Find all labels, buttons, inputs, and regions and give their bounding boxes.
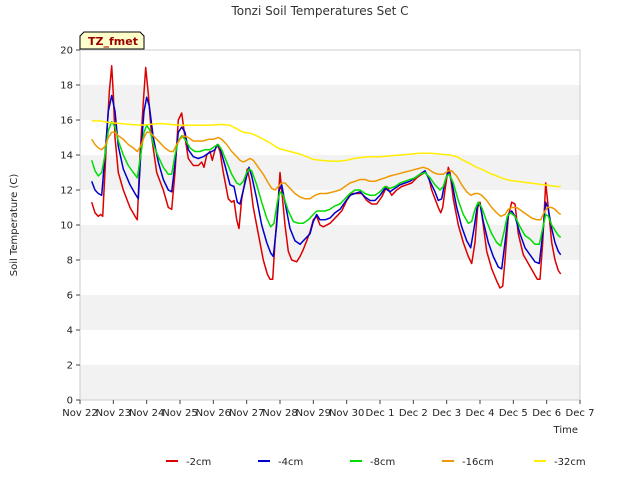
y-tick-label: 16 [60, 116, 73, 127]
x-tick-label: Nov 24 [129, 408, 164, 419]
annotation-box: TZ_fmet [79, 31, 145, 50]
x-tick-label: Dec 6 [532, 408, 561, 419]
band [80, 120, 580, 155]
x-tick-label: Nov 22 [62, 408, 97, 419]
series-line-32cm [91, 120, 561, 188]
x-tick-label: Nov 26 [196, 408, 231, 419]
legend-label: -8cm [370, 457, 395, 468]
band [80, 365, 580, 400]
series-line-16cm [91, 131, 562, 221]
x-axis-label: Time [553, 425, 578, 436]
legend-label: -32cm [554, 457, 586, 468]
series-line-4cm [90, 94, 562, 270]
y-tick-label: 20 [60, 46, 73, 57]
y-tick-label: 12 [60, 186, 73, 197]
y-tick-label: 18 [60, 81, 73, 92]
x-tick-label: Nov 25 [162, 408, 197, 419]
series-line-8cm [90, 121, 562, 247]
x-tick-label: Dec 3 [432, 408, 461, 419]
series-line-2cm [90, 65, 562, 289]
x-tick-label: Dec 5 [499, 408, 528, 419]
y-axis-label: Soil Temperature (C) [9, 174, 20, 277]
x-tick-label: Dec 4 [466, 408, 495, 419]
band [80, 295, 580, 330]
background-bands [80, 50, 580, 400]
y-tick-label: 14 [60, 151, 73, 162]
legend-label: -2cm [186, 457, 211, 468]
band [80, 50, 580, 85]
x-tick-label: Dec 1 [366, 408, 395, 419]
y-tick-label: 2 [67, 361, 73, 372]
x-tick-label: Nov 28 [262, 408, 297, 419]
band [80, 85, 580, 120]
band [80, 260, 580, 295]
legend-label: -16cm [462, 457, 494, 468]
y-tick-label: 0 [67, 396, 73, 407]
x-tick-label: Dec 2 [399, 408, 428, 419]
y-tick-label: 10 [60, 221, 73, 232]
x-tick-label: Nov 30 [329, 408, 364, 419]
x-tick-label: Nov 23 [96, 408, 131, 419]
x-tick-label: Nov 29 [296, 408, 331, 419]
band [80, 330, 580, 365]
y-tick-label: 4 [67, 326, 73, 337]
x-tick-label: Dec 7 [566, 408, 595, 419]
annotation-label: TZ_fmet [88, 35, 138, 48]
legend-label: -4cm [278, 457, 303, 468]
y-tick-label: 6 [67, 291, 73, 302]
y-tick-label: 8 [67, 256, 73, 267]
series-lines [90, 65, 562, 289]
chart-title: Tonzi Soil Temperatures Set C [230, 4, 408, 18]
legend: -2cm -4cm -8cm -16cm -32cm [166, 457, 586, 468]
y-axis-ticks: 0 2 4 6 8 10 12 14 16 18 20 [60, 46, 80, 407]
band [80, 190, 580, 225]
x-tick-label: Nov 27 [229, 408, 264, 419]
